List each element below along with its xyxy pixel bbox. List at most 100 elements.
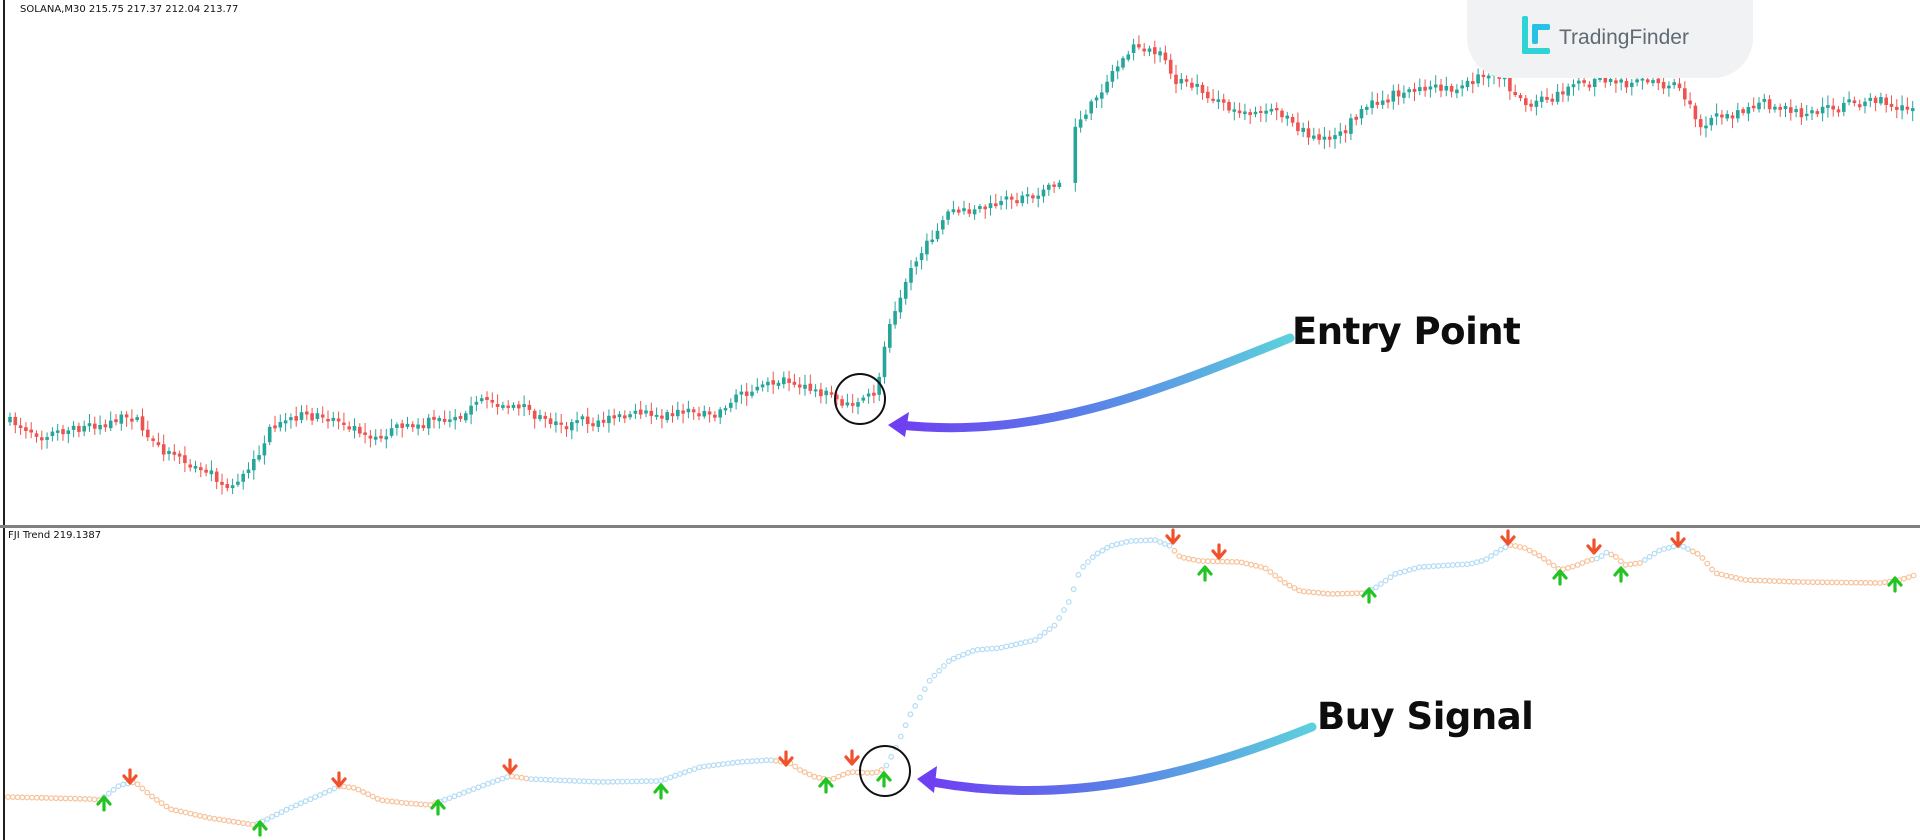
trend-dot [1075,571,1082,578]
trend-dot [360,789,367,795]
trend-dot [897,733,904,740]
candle-body [596,420,601,427]
trend-dot [1521,545,1528,551]
trend-dot [1694,550,1701,557]
candle-body [1100,92,1104,99]
buy-arrow-icon [252,820,268,837]
candle-body [214,471,219,482]
candle-body [485,397,489,400]
candle-body [1736,110,1740,119]
candle-body [803,384,807,389]
candle-body [1683,88,1687,100]
candle-body [1783,106,1788,109]
trend-dot [317,792,323,798]
trend-dot [1574,562,1581,568]
candle-body [617,414,622,418]
candle-body [352,426,357,431]
candle-body [665,412,669,421]
entry-arrowhead [888,412,909,437]
candle-body [893,311,897,325]
candle-body [326,418,330,422]
candle-body [93,423,97,429]
candle-body [1789,107,1793,113]
candle-body [1524,98,1528,106]
candle-body [1852,100,1857,104]
indicator-info: FJI Trend 219.1387 [8,530,102,541]
trend-dot [1272,572,1279,579]
trend-dot [1161,541,1168,547]
candle-body [1486,75,1491,79]
candle-body [1587,84,1592,88]
trend-dot [1478,558,1485,564]
candle-body [1561,91,1565,95]
trend-dot [1497,546,1504,553]
candle-body [771,380,775,385]
candle-body [1751,105,1756,109]
trend-dot [1387,574,1394,581]
candle-body [124,414,129,418]
candle-body [411,424,415,428]
candle-body [1227,102,1231,111]
candle-body [676,409,680,417]
trend-dot [485,780,491,787]
trend-dot [797,767,803,773]
candle-body [1264,110,1268,114]
trend-dot [269,813,275,820]
candle-body [644,410,648,414]
sell-arrow-icon [844,749,860,766]
candle-body [575,420,579,424]
trend-dot [1085,559,1091,565]
trend-dot [1157,539,1163,545]
candle-body [315,413,320,419]
candle-body [506,405,510,408]
candle-body [670,413,675,417]
trend-dot [273,811,280,818]
candle-body [1630,82,1634,88]
trend-dot [1171,547,1178,554]
sell-arrow-icon [1586,538,1602,555]
trend-dot [1488,553,1495,559]
candle-body [1359,108,1364,119]
candle-body [1534,100,1539,107]
candle-body [1195,83,1199,87]
candle-body [607,415,611,424]
candle-body [564,426,569,430]
candle-body [1698,119,1703,128]
candle-body [347,426,351,430]
candle-body [729,402,733,408]
candle-body [368,435,373,439]
trend-dot [302,798,309,805]
candle-body [1296,122,1300,132]
trend-dot [489,779,496,785]
trend-dot [461,789,467,796]
candle-body [681,410,685,414]
candle-body [1094,97,1099,101]
candle-body [707,411,712,415]
candle-body [623,415,627,419]
pane-divider[interactable] [0,525,1920,528]
trend-dot [1579,560,1586,566]
trend-dot [960,651,967,658]
trend-dot [1056,615,1063,621]
candle-body [501,405,505,408]
trend-dot [1646,553,1653,560]
candle-body [29,429,33,433]
candle-body [760,384,765,388]
candle-body [941,220,945,230]
trend-dot [312,794,319,800]
candle-body [1412,88,1417,92]
candle-body [262,443,267,456]
trend-dot [1641,557,1648,563]
candle-body [972,209,977,215]
candle-body [888,324,892,348]
candle-body [1423,86,1427,91]
candle-body [1778,106,1782,110]
candle-body [1259,111,1263,113]
trend-dot [662,776,669,782]
candle-body [1820,106,1825,114]
candle-body [437,418,442,422]
trend-dot [1262,565,1269,572]
candle-body [283,420,288,424]
candle-body [320,414,325,418]
trend-dot [293,802,299,809]
